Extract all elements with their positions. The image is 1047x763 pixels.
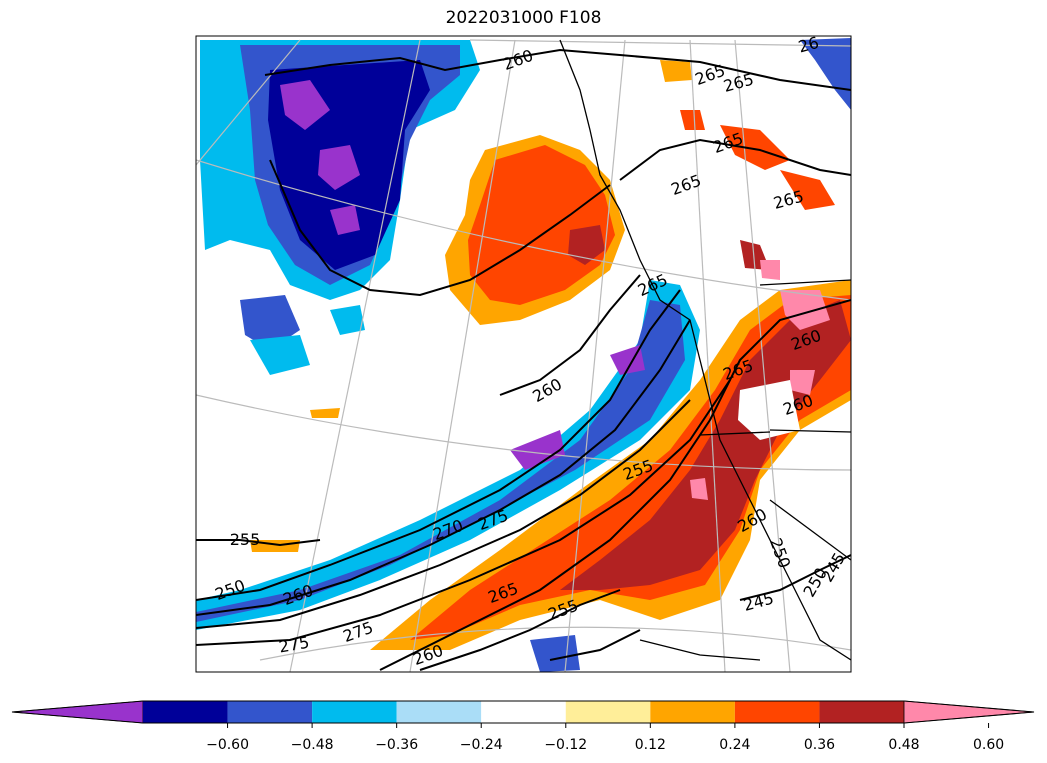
temperature-contours — [196, 48, 851, 671]
map-title: 2022031000 F108 — [445, 8, 602, 28]
colorbar-cell — [734, 701, 820, 723]
colorbar-tick-label: 0.60 — [973, 737, 1004, 753]
colorbar-extend-high — [903, 700, 1035, 724]
colorbar-tick-label: −0.48 — [291, 737, 334, 753]
negative-anomaly-band — [196, 280, 700, 672]
negative-anomaly-northwest — [200, 38, 851, 375]
colorbar-tick-label: 0.48 — [888, 737, 919, 753]
graticule — [196, 39, 851, 672]
coastline — [559, 39, 851, 661]
colorbar-cell — [143, 701, 228, 723]
colorbar-cell — [819, 701, 904, 723]
colorbar-cell — [565, 701, 651, 723]
colorbar-tick-label: −0.24 — [460, 737, 503, 753]
colorbar-tick-label: −0.12 — [544, 737, 587, 753]
colorbar-cell — [312, 701, 397, 723]
colorbar-cell — [396, 701, 482, 723]
colorbar-tick-label: 0.24 — [719, 737, 750, 753]
colorbar-cell — [650, 701, 735, 723]
colorbar-tick-label: 0.12 — [635, 737, 666, 753]
map-frame — [195, 35, 852, 673]
colorbar-frame — [11, 700, 1035, 724]
positive-anomaly-southeast — [250, 60, 851, 650]
colorbar-tick-label: 0.36 — [804, 737, 835, 753]
contour-label: 26 — [796, 33, 821, 57]
colorbar-tick-label: −0.36 — [375, 737, 418, 753]
colorbar-cell — [481, 701, 566, 723]
contour-label: 255 — [230, 530, 261, 549]
positive-anomaly-central — [445, 135, 625, 325]
colorbar-extend-low — [11, 700, 144, 724]
colorbar-cell — [227, 701, 313, 723]
colorbar-tick-label: −0.60 — [206, 737, 249, 753]
